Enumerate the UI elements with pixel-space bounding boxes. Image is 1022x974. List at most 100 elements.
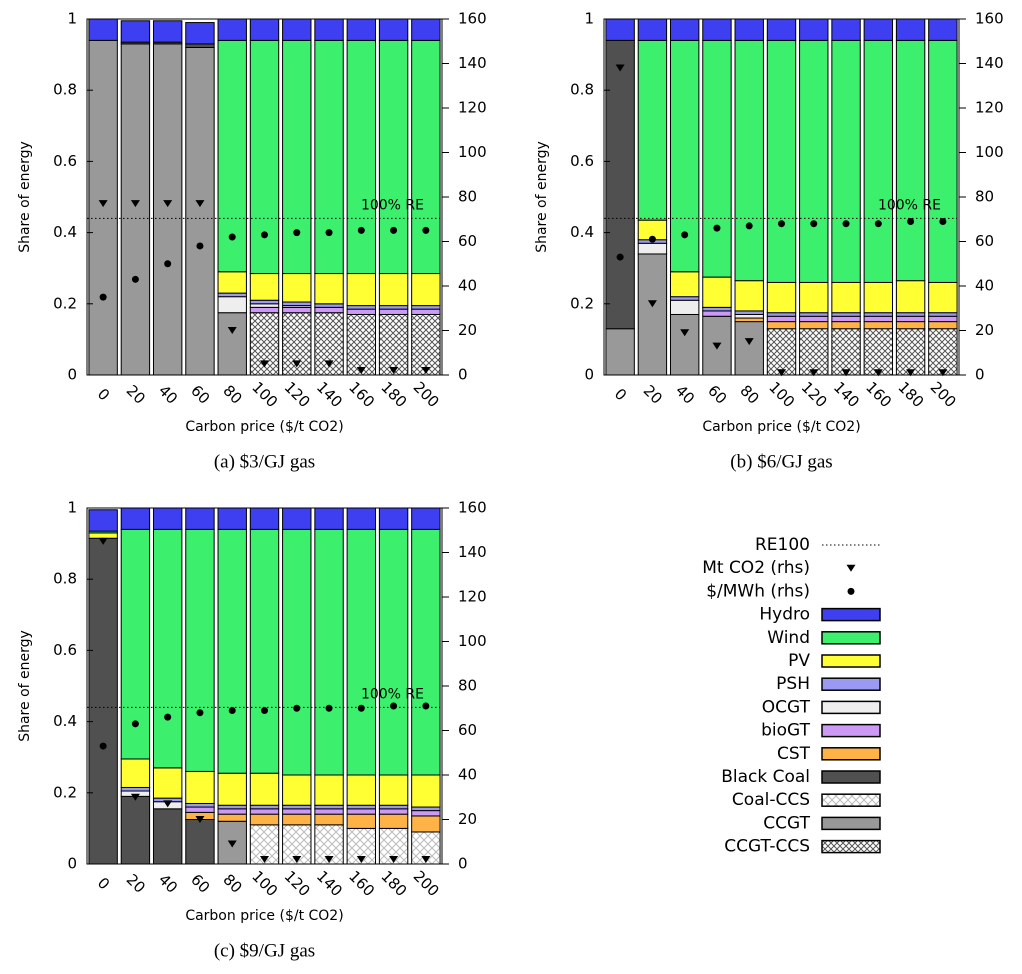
- triangle-point: [130, 793, 140, 801]
- triangle-point: [356, 367, 366, 375]
- bar-segment: [217, 804, 247, 810]
- bar-segment: [831, 281, 861, 314]
- bar-segment: [411, 806, 441, 812]
- bar-segment: [249, 303, 280, 308]
- bar-segment: [928, 315, 958, 323]
- bar-segment: [378, 528, 409, 776]
- x-tick-label: 160: [345, 378, 378, 411]
- x-tick-label: 140: [313, 378, 346, 411]
- x-tick-label: 80: [219, 382, 245, 408]
- x-tick-label: 120: [281, 378, 314, 411]
- re-label: 100% RE: [878, 197, 941, 213]
- legend-label: RE100: [755, 535, 810, 555]
- bar-segment: [895, 312, 926, 317]
- y-tick-label: 0.6: [570, 152, 594, 170]
- circle-point: [196, 242, 204, 250]
- y-tick-label: 0: [67, 855, 77, 873]
- bar-segment: [152, 43, 183, 376]
- x-tick-label: 80: [736, 382, 762, 408]
- legend-swatch: [821, 654, 881, 668]
- y2-tick-label: 40: [458, 766, 477, 784]
- caption: (a) $3/GJ gas: [214, 451, 315, 472]
- bar-segment: [152, 20, 183, 43]
- bar-segment: [346, 273, 377, 307]
- legend-swatch: [846, 564, 856, 572]
- circle-point: [131, 275, 139, 283]
- circle-point: [99, 293, 107, 301]
- bar-segment: [314, 18, 344, 41]
- bar-segment: [734, 321, 764, 376]
- bar-segment: [734, 317, 764, 323]
- triangle-point: [389, 856, 399, 864]
- circle-point: [939, 217, 947, 225]
- bar-segment: [120, 795, 151, 865]
- triangle-point: [873, 369, 883, 377]
- bar-segment: [249, 772, 280, 806]
- y2-tick-label: 40: [458, 277, 477, 295]
- triangle-point: [744, 338, 754, 346]
- legend-label: Coal-CCS: [732, 790, 810, 810]
- bar-segment: [185, 802, 215, 808]
- bar-segment: [185, 22, 215, 45]
- bar-segment: [346, 305, 377, 310]
- legend-label: bioGT: [761, 721, 810, 741]
- bar-segment: [152, 528, 183, 769]
- bar-segment: [249, 528, 280, 774]
- circle-point: [325, 229, 333, 237]
- x-tick-label: 180: [377, 378, 410, 411]
- bar-segment: [314, 507, 344, 530]
- legend-label: Hydro: [759, 605, 810, 625]
- legend-swatch: [821, 631, 881, 645]
- y2-tick-label: 120: [458, 588, 487, 606]
- bar-segment: [928, 18, 958, 41]
- bar-segment: [120, 758, 151, 788]
- y-tick-label: 1: [67, 10, 77, 28]
- bar-segment: [152, 507, 183, 530]
- triangle-point: [356, 856, 366, 864]
- bar-segment: [249, 808, 280, 815]
- bar-segment: [346, 813, 377, 829]
- bar-segment: [217, 312, 247, 376]
- caption: (b) $6/GJ gas: [730, 451, 832, 472]
- x-tick-label: 100: [248, 867, 281, 900]
- bar-segment: [282, 804, 312, 810]
- bar-segment: [669, 296, 700, 301]
- bar-segment: [185, 46, 215, 376]
- bar-segment: [217, 296, 247, 314]
- bar-segment: [120, 20, 151, 43]
- bar-segment: [88, 537, 118, 865]
- bar-segment: [702, 39, 732, 278]
- triangle-point: [195, 816, 205, 823]
- legend-label: PSH: [776, 674, 810, 694]
- x-tick-label: 20: [640, 382, 666, 408]
- re-label: 100% RE: [361, 197, 424, 213]
- bar-segment: [314, 808, 344, 815]
- bar-segment: [928, 312, 958, 317]
- bar-segment: [637, 253, 668, 376]
- bar-segment: [895, 315, 926, 323]
- circle-point: [228, 706, 236, 714]
- legend-swatch: [821, 793, 881, 807]
- bar-segment: [831, 321, 861, 330]
- bar-segment: [314, 39, 344, 275]
- x-tick-label: 40: [155, 382, 181, 408]
- y2-tick-label: 140: [458, 543, 487, 561]
- y2-tick-label: 80: [458, 677, 477, 695]
- bar-segment: [282, 507, 312, 530]
- bar-segment: [799, 315, 829, 323]
- bar-segment: [217, 271, 247, 294]
- y-tick-label: 1: [67, 499, 77, 517]
- legend-swatch: [821, 839, 881, 854]
- bar-segment: [152, 767, 183, 799]
- bar-segment: [185, 806, 215, 813]
- circle-point: [616, 253, 624, 261]
- legend-label: CCGT-CCS: [724, 837, 810, 857]
- bar-segment: [799, 328, 829, 376]
- bar-segment: [217, 808, 247, 815]
- x-tick-label: 160: [345, 867, 378, 900]
- x-tick-label: 60: [187, 382, 213, 408]
- y2-tick-label: 0: [975, 366, 985, 384]
- bar-segment: [863, 328, 894, 376]
- bar-segment: [928, 281, 958, 314]
- y2-tick-label: 20: [975, 321, 994, 339]
